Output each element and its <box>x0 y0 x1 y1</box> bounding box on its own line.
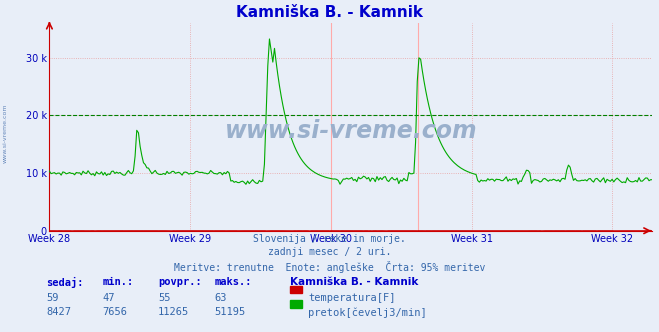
Text: min.:: min.: <box>102 277 133 287</box>
Text: Kamniška B. - Kamnik: Kamniška B. - Kamnik <box>290 277 418 287</box>
Text: Meritve: trenutne  Enote: angleške  Črta: 95% meritev: Meritve: trenutne Enote: angleške Črta: … <box>174 261 485 273</box>
Text: zadnji mesec / 2 uri.: zadnji mesec / 2 uri. <box>268 247 391 257</box>
Text: 63: 63 <box>214 293 227 303</box>
Text: 8427: 8427 <box>46 307 71 317</box>
Text: pretok[čevelj3/min]: pretok[čevelj3/min] <box>308 307 427 318</box>
Text: 11265: 11265 <box>158 307 189 317</box>
Text: temperatura[F]: temperatura[F] <box>308 293 396 303</box>
Text: 47: 47 <box>102 293 115 303</box>
Text: maks.:: maks.: <box>214 277 252 287</box>
Text: 59: 59 <box>46 293 59 303</box>
Text: Slovenija / reke in morje.: Slovenija / reke in morje. <box>253 234 406 244</box>
Text: 7656: 7656 <box>102 307 127 317</box>
Text: www.si-vreme.com: www.si-vreme.com <box>3 103 8 163</box>
Text: 51195: 51195 <box>214 307 245 317</box>
Text: www.si-vreme.com: www.si-vreme.com <box>225 119 477 143</box>
Text: sedaj:: sedaj: <box>46 277 84 288</box>
Text: Kamniška B. - Kamnik: Kamniška B. - Kamnik <box>236 5 423 20</box>
Text: 55: 55 <box>158 293 171 303</box>
Text: povpr.:: povpr.: <box>158 277 202 287</box>
